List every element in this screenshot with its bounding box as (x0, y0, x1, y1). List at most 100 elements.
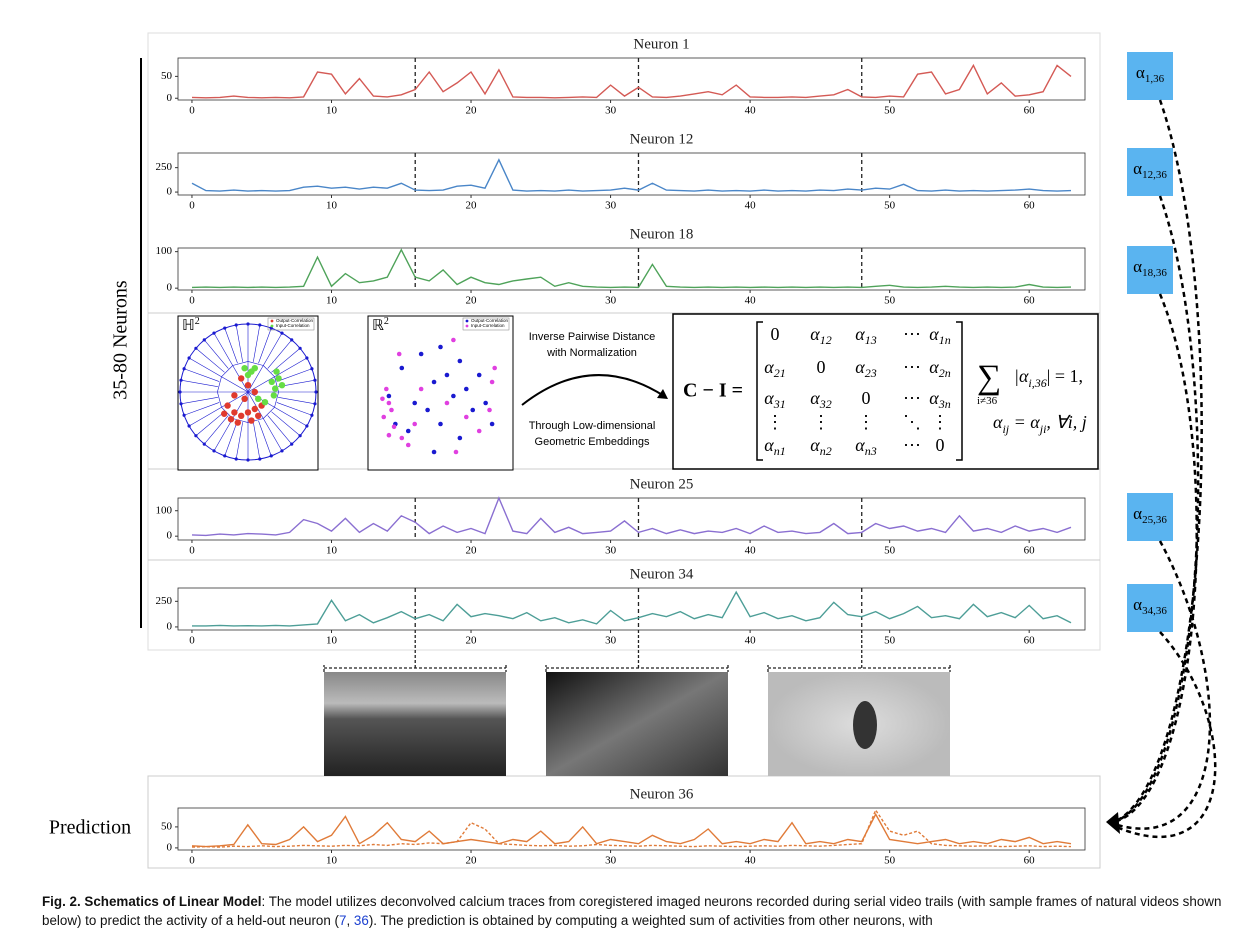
panel-frame (147, 32, 1101, 651)
x-tick-label: 30 (605, 855, 617, 867)
legend-label: Input-Correlation (276, 323, 310, 328)
x-tick-label: 20 (466, 105, 478, 117)
x-tick-label: 30 (605, 295, 617, 307)
embedding-point (238, 375, 245, 382)
entry-sub: 13 (865, 333, 877, 347)
euclidean-box (367, 315, 514, 471)
x-tick-label: 40 (745, 545, 757, 557)
alpha-sub: 12,36 (1142, 169, 1167, 181)
y-tick-label: 100 (156, 245, 173, 257)
embedding-point (492, 365, 497, 371)
x-tick-label: 10 (326, 295, 338, 307)
plot-area (177, 57, 1086, 101)
weight-arrow (1113, 631, 1217, 839)
y-tick-label: 50 (161, 70, 173, 82)
embedding-point (227, 416, 235, 423)
entry-sub: 1n (939, 333, 951, 347)
tiling-edge (274, 391, 279, 408)
frame-bracket (767, 630, 951, 672)
trace (191, 812, 1072, 848)
chart-title: Neuron 1 (633, 36, 689, 52)
frame-bracket (545, 630, 729, 672)
entry-symbol: α (810, 388, 820, 408)
chart-title: Neuron 25 (630, 476, 694, 492)
embedding-point (489, 421, 495, 427)
entry-sub: n3 (865, 444, 877, 458)
matrix-entry: ⋯ (903, 388, 921, 408)
matrix-entry: 0 (862, 388, 871, 408)
trace (191, 808, 1072, 848)
entry-symbol: α (929, 357, 939, 377)
matrix-entry: αn1 (764, 435, 785, 458)
embedding-point (278, 382, 286, 389)
legend-label: Output-Correlation (471, 318, 509, 323)
x-tick-label: 10 (326, 105, 338, 117)
space-symbol: ℍ (182, 318, 195, 334)
legend-frame (462, 317, 510, 331)
x-tick-label: 60 (1024, 295, 1036, 307)
x-tick-label: 30 (605, 635, 617, 647)
embedding-point (405, 442, 411, 448)
legend-swatch (465, 319, 469, 323)
entry-sub: 3n (938, 397, 951, 411)
chart-title: Neuron 12 (630, 131, 694, 147)
alpha-label: α12,36 (1133, 159, 1167, 181)
embedding-point (231, 409, 238, 416)
matrix-entry: αn3 (855, 435, 876, 458)
y-tick-label: 250 (156, 161, 173, 173)
arrow-text: with Normalization (546, 347, 637, 359)
matrix-entry: ⋱ (903, 412, 921, 432)
figure: 35-80 Neurons Prediction α1,36 α12,36 α1… (49, 32, 1217, 869)
alpha-box (1127, 246, 1173, 294)
embedding-point (457, 358, 463, 364)
chart-title: Neuron 18 (630, 226, 694, 242)
alpha-sub: 34,36 (1142, 605, 1167, 617)
alpha-box (1127, 52, 1173, 100)
matrix-entry: ⋮ (766, 412, 784, 432)
y-tick-label: 0 (167, 186, 173, 198)
x-tick-label: 40 (745, 635, 757, 647)
embedding-point (396, 351, 402, 357)
entry-symbol: α (764, 435, 774, 455)
legend-frame (267, 317, 315, 331)
embedding-point (418, 386, 424, 392)
sym-mid: = α (1009, 412, 1040, 432)
embedding-point (483, 400, 488, 406)
sym-sub: ij (1002, 422, 1009, 436)
alpha-label: α1,36 (1136, 63, 1165, 85)
embedding-point (451, 337, 456, 343)
matrix-entry: 0 (771, 324, 780, 344)
x-tick-label: 60 (1024, 200, 1036, 212)
citation: 36 (353, 913, 369, 928)
embedding-point (399, 435, 405, 441)
embedding-point (270, 392, 278, 399)
x-tick-label: 30 (605, 545, 617, 557)
legend-label: Input-Correlation (471, 323, 505, 328)
embedding-point (244, 371, 252, 379)
embedding-point (438, 344, 443, 350)
embedding-point (399, 365, 405, 371)
arrow-text: Inverse Pairwise Distance (529, 331, 656, 343)
alpha-label: α34,36 (1133, 595, 1167, 617)
caption-text: ). The prediction is obtained by computi… (368, 913, 933, 928)
alpha-label: α18,36 (1133, 257, 1167, 279)
arrow-head (1106, 812, 1120, 834)
x-tick-label: 60 (1024, 855, 1036, 867)
plot-area (177, 497, 1086, 541)
embedding-point (476, 372, 482, 378)
tiling-vertex (187, 356, 191, 360)
entry-symbol: α (810, 435, 820, 455)
tiling-edge (271, 411, 301, 436)
matrix-lhs: C − I = (683, 380, 743, 402)
tiling-edge (217, 391, 222, 408)
plot-area (177, 587, 1086, 631)
weight-arrow (1113, 293, 1198, 824)
embedding-point (457, 435, 463, 441)
trace (191, 248, 1072, 289)
x-tick-label: 30 (605, 105, 617, 117)
video-frame (546, 672, 728, 776)
matrix-entry: ⋯ (903, 435, 921, 455)
y-tick-label: 0 (167, 92, 173, 104)
trace (191, 496, 1072, 537)
tiling-edge (180, 379, 218, 387)
